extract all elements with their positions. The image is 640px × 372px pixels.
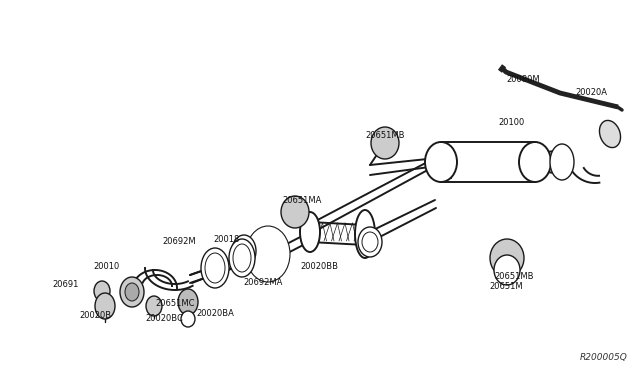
Ellipse shape <box>494 255 520 285</box>
Ellipse shape <box>355 210 375 258</box>
Text: 20651MC: 20651MC <box>155 299 195 308</box>
Ellipse shape <box>300 212 320 252</box>
Text: 20020B: 20020B <box>79 311 111 320</box>
Ellipse shape <box>358 227 382 257</box>
Ellipse shape <box>125 283 139 301</box>
Ellipse shape <box>178 289 198 315</box>
Text: 20020BB: 20020BB <box>300 262 338 271</box>
Ellipse shape <box>362 232 378 252</box>
Ellipse shape <box>371 127 399 159</box>
Ellipse shape <box>232 235 256 267</box>
Ellipse shape <box>490 239 524 277</box>
Ellipse shape <box>94 281 110 301</box>
Ellipse shape <box>95 293 115 319</box>
Text: 20100: 20100 <box>498 118 524 127</box>
Text: 20018: 20018 <box>213 235 239 244</box>
Ellipse shape <box>233 244 251 272</box>
Text: 20020BA: 20020BA <box>196 309 234 318</box>
Ellipse shape <box>600 121 621 148</box>
Text: 20010: 20010 <box>93 262 119 271</box>
Text: 20651M: 20651M <box>489 282 523 291</box>
Ellipse shape <box>229 239 255 277</box>
Text: 20651MB: 20651MB <box>494 272 534 281</box>
Ellipse shape <box>205 253 225 283</box>
Text: 20651MB: 20651MB <box>365 131 404 140</box>
Ellipse shape <box>201 248 229 288</box>
Ellipse shape <box>181 311 195 327</box>
Text: 20651MA: 20651MA <box>282 196 321 205</box>
Ellipse shape <box>146 296 162 316</box>
Text: 20692MA: 20692MA <box>243 278 282 287</box>
Ellipse shape <box>425 142 457 182</box>
Ellipse shape <box>550 144 574 180</box>
Ellipse shape <box>281 196 309 228</box>
Text: 20692M: 20692M <box>162 237 196 246</box>
Text: 20020A: 20020A <box>575 88 607 97</box>
Ellipse shape <box>519 142 551 182</box>
Ellipse shape <box>250 230 286 278</box>
Ellipse shape <box>120 277 144 307</box>
Text: 20080M: 20080M <box>506 75 540 84</box>
Text: 20020BC: 20020BC <box>145 314 183 323</box>
Text: 20691: 20691 <box>52 280 78 289</box>
Ellipse shape <box>246 226 290 282</box>
Text: R200005Q: R200005Q <box>580 353 628 362</box>
